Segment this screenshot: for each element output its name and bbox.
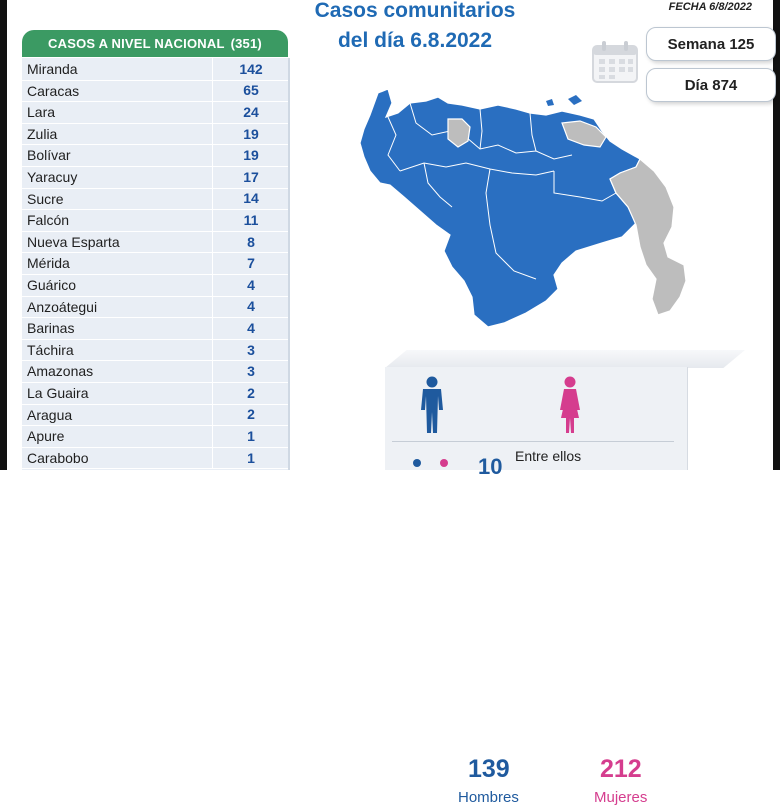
table-row: Táchira 3 xyxy=(22,338,289,362)
table-row: La Guaira 2 xyxy=(22,382,288,405)
state-name: Aragua xyxy=(27,406,73,423)
week-badge: Semana 125 xyxy=(646,27,776,61)
men-label: Hombres xyxy=(458,789,519,806)
state-name: Carabobo xyxy=(27,449,89,466)
state-cases: 65 xyxy=(212,79,289,102)
women-label: Mujeres xyxy=(594,789,648,806)
national-cases-header: CASOS A NIVEL NACIONAL (351) xyxy=(22,30,288,57)
table-row: Bolívar 19 xyxy=(22,144,288,167)
table-row: Falcón 11 xyxy=(22,209,288,232)
state-name: La Guaira xyxy=(27,385,89,401)
state-cases: 2 xyxy=(212,403,289,426)
men-count: 139 xyxy=(468,755,510,783)
table-row: Apure 1 xyxy=(22,425,288,448)
page-title: Casos comunitarios del día 6.8.2022 xyxy=(300,0,530,56)
state-cases: 1 xyxy=(212,446,289,469)
state-name: Yaracuy xyxy=(27,169,78,185)
state-name: Amazonas xyxy=(27,363,94,380)
state-cases: 1 xyxy=(212,425,289,447)
state-name: Apure xyxy=(27,428,65,445)
man-icon xyxy=(418,376,446,439)
title-line-2: del día 6.8.2022 xyxy=(337,29,493,52)
table-row: Anzoátegui 4 xyxy=(22,295,289,319)
table-row: Lara 24 xyxy=(22,101,288,124)
women-count: 212 xyxy=(600,755,642,783)
girl-icon xyxy=(440,459,448,467)
cases-table: Miranda 142 Caracas 65 Lara 24 Zulia 19 Bolívar 1… xyxy=(22,58,290,470)
right-border xyxy=(773,0,780,470)
state-cases: 3 xyxy=(212,338,289,361)
state-name: Bolívar xyxy=(27,147,71,164)
state-cases: 8 xyxy=(212,230,289,253)
date-label: FECHA 6/8/2022 xyxy=(668,1,752,13)
state-name: Lara xyxy=(27,104,56,121)
table-row: Carabobo 1 xyxy=(22,446,289,470)
state-name: Anzoátegui xyxy=(27,298,98,315)
table-row: Nueva Esparta 8 xyxy=(22,230,289,254)
state-cases: 142 xyxy=(212,58,289,80)
state-name: Falcón xyxy=(27,212,70,229)
state-cases: 19 xyxy=(212,144,289,166)
table-row: Barinas 4 xyxy=(22,317,288,340)
state-cases: 4 xyxy=(212,317,289,339)
map-region-blue xyxy=(359,88,641,328)
table-row: Mérida 7 xyxy=(22,252,288,275)
state-cases: 3 xyxy=(212,360,289,382)
state-cases: 14 xyxy=(212,187,289,210)
title-line-1: Casos comunitarios xyxy=(314,0,516,22)
state-cases: 7 xyxy=(212,252,289,274)
national-cases-title: CASOS A NIVEL NACIONAL xyxy=(48,36,225,51)
state-name: Guárico xyxy=(27,277,77,293)
table-row: Sucre 14 xyxy=(22,187,289,211)
state-name: Mérida xyxy=(27,255,70,272)
table-row: Amazonas 3 xyxy=(22,360,288,383)
state-name: Sucre xyxy=(27,190,64,207)
map-region-gray-1 xyxy=(447,118,471,148)
map-region-gray-2 xyxy=(561,120,607,148)
state-cases: 4 xyxy=(212,295,289,318)
calendar-icon xyxy=(590,38,640,84)
state-cases: 11 xyxy=(212,209,289,231)
state-cases: 19 xyxy=(212,122,289,145)
state-cases: 17 xyxy=(212,166,289,188)
state-cases: 2 xyxy=(212,382,289,404)
day-badge: Día 874 xyxy=(646,68,776,102)
children-count: 10 xyxy=(478,454,503,479)
state-cases: 24 xyxy=(212,101,289,123)
map-region-gray-3 xyxy=(609,158,687,316)
table-row: Guárico 4 xyxy=(22,274,288,297)
venezuela-map xyxy=(340,75,690,335)
state-name: Táchira xyxy=(27,341,74,358)
state-name: Miranda xyxy=(27,61,78,77)
woman-icon xyxy=(556,376,584,439)
state-cases: 4 xyxy=(212,274,289,296)
state-name: Nueva Esparta xyxy=(27,233,120,250)
national-cases-total: (351) xyxy=(230,36,262,51)
state-name: Zulia xyxy=(27,125,58,142)
table-row: Yaracuy 17 xyxy=(22,166,288,189)
boy-icon xyxy=(413,459,421,467)
podium-divider xyxy=(392,441,674,442)
state-name: Barinas xyxy=(27,320,75,337)
table-row: Zulia 19 xyxy=(22,122,289,146)
children-label: Entre ellos xyxy=(515,448,582,464)
table-row: Miranda 142 xyxy=(22,58,288,81)
left-border xyxy=(0,0,7,470)
table-row: Caracas 65 xyxy=(22,79,289,103)
podium-top xyxy=(385,350,745,368)
table-row: Aragua 2 xyxy=(22,403,289,427)
state-name: Caracas xyxy=(27,82,80,99)
